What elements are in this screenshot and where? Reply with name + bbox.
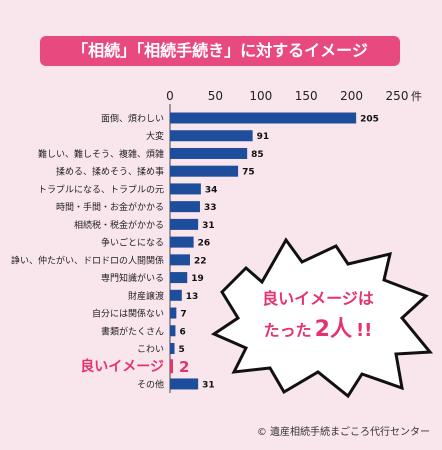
bar-value-label: 85 bbox=[251, 150, 264, 160]
category-label: 専門知識がいる bbox=[101, 272, 164, 284]
category-label: 財産譲渡 bbox=[128, 290, 164, 302]
bar bbox=[170, 378, 199, 390]
bar-value-label: 2 bbox=[179, 358, 189, 376]
category-label: 争いごとになる bbox=[101, 237, 164, 249]
bar-value-label: 91 bbox=[257, 132, 270, 142]
bar bbox=[170, 201, 200, 213]
bar-value-label: 13 bbox=[186, 292, 199, 302]
category-label: 良いイメージ bbox=[80, 358, 164, 375]
bar-value-label: 31 bbox=[202, 221, 215, 231]
bar-value-label: 31 bbox=[202, 380, 215, 390]
bar-value-label: 33 bbox=[204, 203, 217, 213]
bar-value-label: 75 bbox=[242, 168, 255, 178]
bar bbox=[170, 254, 190, 266]
callout-exclaim: !! bbox=[356, 320, 372, 341]
category-label: 難しい、難しそう、複雑、煩雑 bbox=[38, 148, 164, 160]
callout-line-1: 良いイメージは bbox=[262, 289, 374, 308]
x-tick-label: 150 bbox=[295, 89, 318, 103]
bar bbox=[170, 236, 194, 248]
category-label: その他 bbox=[137, 378, 164, 390]
category-label: 揉める、揉めそう、揉め事 bbox=[56, 166, 164, 178]
bar-value-label: 7 bbox=[180, 310, 186, 320]
category-label: 書類がたくさん bbox=[101, 325, 164, 337]
bar-value-label: 26 bbox=[198, 239, 211, 249]
x-tick-label: 200 bbox=[340, 89, 363, 103]
chart-title: 「相続」「相続手続き」に対するイメージ bbox=[40, 36, 400, 66]
category-label: 相続税・税金がかかる bbox=[74, 219, 164, 231]
bar bbox=[170, 359, 173, 374]
category-label: 大変 bbox=[146, 130, 164, 142]
callout-number: 2人 bbox=[315, 317, 352, 342]
speech-burst bbox=[210, 237, 434, 399]
category-label: トラブルになる、トラブルの元 bbox=[38, 183, 164, 195]
x-tick-label: 100 bbox=[249, 89, 272, 103]
bar bbox=[170, 272, 188, 284]
bar bbox=[170, 325, 176, 337]
bar bbox=[170, 289, 182, 301]
copyright-credit: © 遺産相続手続まごころ代行センター bbox=[256, 427, 430, 438]
bar bbox=[170, 183, 201, 195]
bar bbox=[170, 112, 357, 124]
x-tick-label: 50 bbox=[208, 89, 223, 103]
bar bbox=[170, 218, 199, 230]
category-label: 面倒、煩わしい bbox=[101, 113, 164, 125]
x-tick-label: 0 bbox=[166, 89, 174, 103]
bar bbox=[170, 165, 239, 177]
bar bbox=[170, 342, 175, 354]
callout-line-2: たった 2人!! bbox=[264, 317, 373, 342]
x-axis-unit: 件 bbox=[411, 90, 422, 103]
category-label: 自分には関係ない bbox=[92, 308, 164, 320]
callout-prefix: たった bbox=[264, 321, 312, 340]
bar-value-label: 205 bbox=[360, 115, 379, 125]
bar-value-label: 19 bbox=[191, 274, 204, 284]
category-label: 時間・手間・お金がかかる bbox=[56, 201, 164, 213]
bar-value-label: 22 bbox=[194, 256, 207, 266]
bar-value-label: 6 bbox=[179, 327, 185, 337]
category-label: 諍い、仲たがい、ドロドロの人間関係 bbox=[11, 254, 164, 266]
bar-value-label: 34 bbox=[205, 185, 218, 195]
category-label: こわい bbox=[137, 344, 164, 355]
bar bbox=[170, 130, 253, 142]
bar bbox=[170, 307, 177, 319]
bar bbox=[170, 147, 248, 159]
x-tick-label: 250 bbox=[386, 89, 409, 103]
bar-value-label: 5 bbox=[179, 345, 185, 355]
